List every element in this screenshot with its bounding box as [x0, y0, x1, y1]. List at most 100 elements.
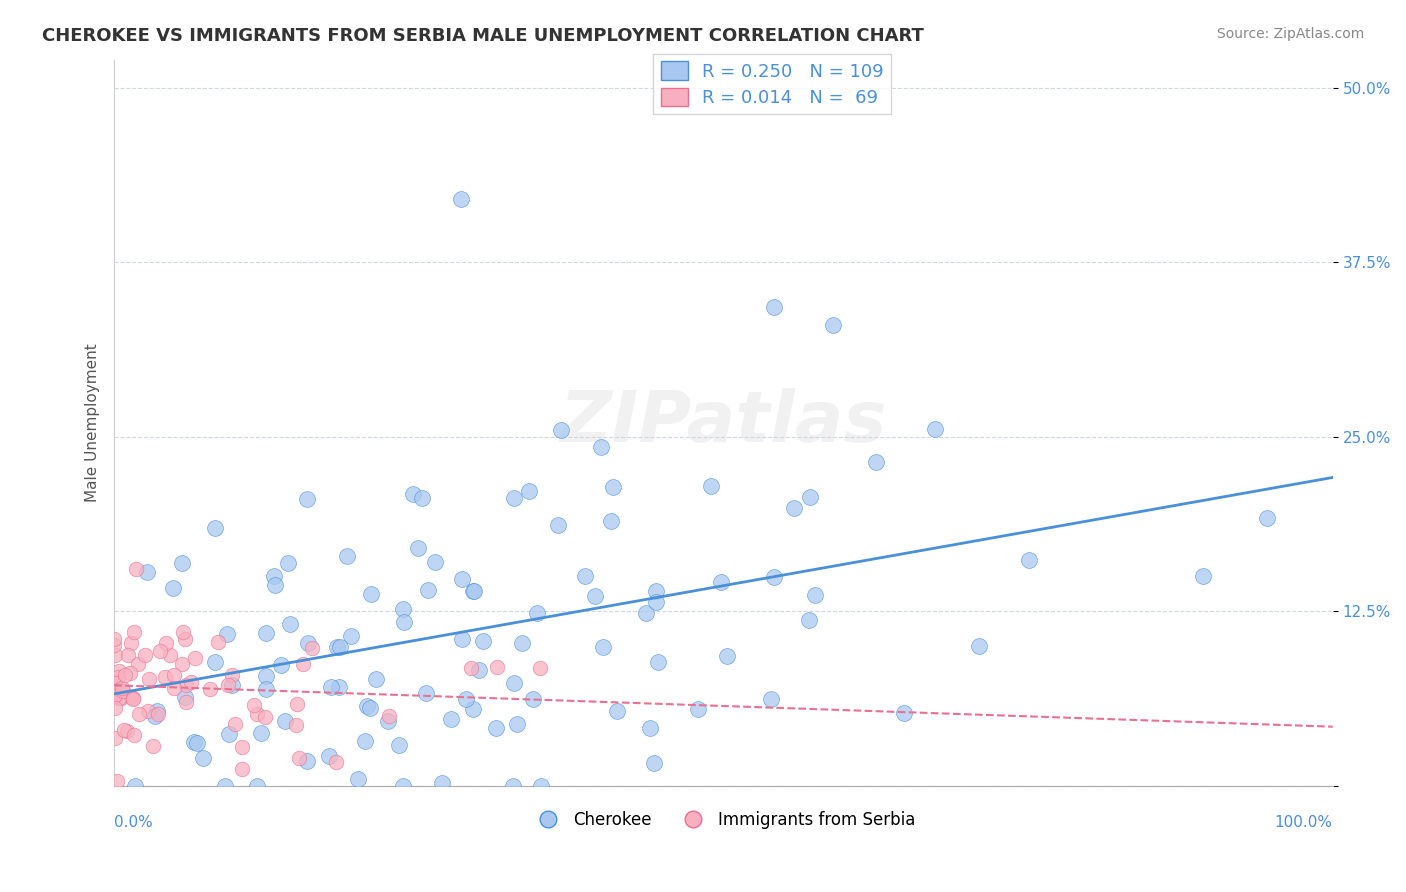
Point: [318, 748, 340, 763]
Point: [204, 655, 226, 669]
Point: [246, 779, 269, 793]
Point: [198, 681, 221, 696]
Point: [218, 727, 240, 741]
Point: [285, 698, 308, 712]
Point: [415, 686, 437, 700]
Point: [254, 710, 277, 724]
Point: [411, 491, 433, 506]
Point: [249, 725, 271, 739]
Point: [502, 676, 524, 690]
Point: [450, 192, 472, 206]
Point: [122, 625, 145, 640]
Point: [193, 751, 215, 765]
Text: CHEROKEE VS IMMIGRANTS FROM SERBIA MALE UNEMPLOYMENT CORRELATION CHART: CHEROKEE VS IMMIGRANTS FROM SERBIA MALE …: [42, 27, 924, 45]
Point: [643, 756, 665, 770]
Point: [645, 584, 668, 599]
Point: [353, 734, 375, 748]
Point: [295, 755, 318, 769]
Point: [461, 702, 484, 716]
Text: 100.0%: 100.0%: [1275, 814, 1333, 830]
Point: [107, 774, 129, 789]
Point: [472, 633, 495, 648]
Point: [301, 641, 323, 656]
Point: [893, 706, 915, 720]
Point: [865, 455, 887, 469]
Point: [392, 601, 415, 615]
Point: [392, 615, 415, 629]
Point: [221, 668, 243, 682]
Point: [162, 581, 184, 595]
Point: [589, 440, 612, 454]
Point: [117, 648, 139, 662]
Point: [107, 670, 129, 684]
Point: [336, 549, 359, 563]
Point: [484, 721, 506, 735]
Point: [231, 740, 253, 755]
Point: [522, 691, 544, 706]
Point: [377, 714, 399, 728]
Point: [217, 627, 239, 641]
Point: [763, 569, 786, 583]
Point: [378, 708, 401, 723]
Point: [146, 707, 169, 722]
Point: [163, 668, 186, 682]
Point: [329, 640, 352, 654]
Point: [273, 714, 295, 729]
Point: [207, 635, 229, 649]
Point: [297, 636, 319, 650]
Point: [636, 606, 658, 620]
Point: [263, 568, 285, 582]
Point: [142, 739, 165, 753]
Point: [104, 681, 127, 696]
Point: [104, 700, 127, 714]
Point: [510, 636, 533, 650]
Point: [321, 680, 343, 694]
Point: [204, 521, 226, 535]
Point: [184, 651, 207, 665]
Point: [600, 514, 623, 528]
Point: [356, 699, 378, 714]
Point: [799, 490, 821, 504]
Point: [460, 661, 482, 675]
Point: [463, 583, 485, 598]
Point: [804, 588, 827, 602]
Point: [547, 518, 569, 533]
Point: [340, 629, 363, 643]
Point: [346, 772, 368, 787]
Point: [172, 625, 194, 640]
Point: [180, 675, 202, 690]
Point: [924, 422, 946, 436]
Point: [124, 779, 146, 793]
Point: [127, 657, 149, 671]
Point: [270, 658, 292, 673]
Text: ZIPatlas: ZIPatlas: [560, 388, 887, 458]
Point: [231, 762, 253, 776]
Point: [574, 569, 596, 583]
Point: [170, 657, 193, 671]
Point: [360, 586, 382, 600]
Point: [640, 721, 662, 735]
Point: [214, 779, 236, 793]
Point: [254, 625, 277, 640]
Point: [138, 672, 160, 686]
Point: [366, 672, 388, 686]
Point: [967, 640, 990, 654]
Point: [688, 702, 710, 716]
Point: [159, 648, 181, 662]
Point: [143, 708, 166, 723]
Point: [583, 589, 606, 603]
Point: [221, 678, 243, 692]
Point: [136, 704, 159, 718]
Point: [423, 556, 446, 570]
Point: [122, 691, 145, 706]
Point: [529, 661, 551, 675]
Point: [716, 649, 738, 664]
Point: [155, 670, 177, 684]
Point: [463, 584, 485, 599]
Point: [104, 690, 127, 704]
Point: [278, 617, 301, 632]
Point: [288, 751, 311, 765]
Point: [602, 480, 624, 494]
Point: [783, 500, 806, 515]
Point: [416, 582, 439, 597]
